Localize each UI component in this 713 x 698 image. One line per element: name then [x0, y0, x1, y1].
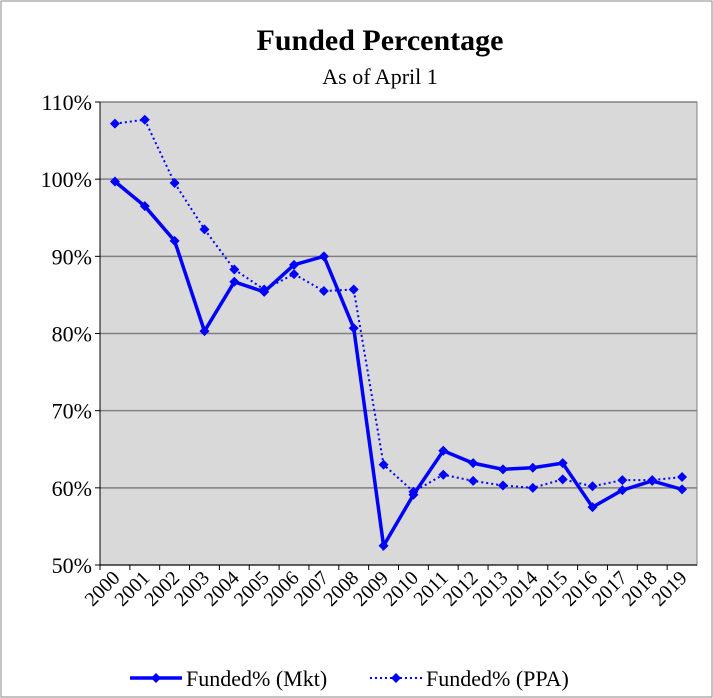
marker — [527, 482, 538, 493]
marker — [497, 464, 508, 475]
marker — [348, 323, 359, 334]
marker — [677, 472, 688, 483]
marker — [438, 445, 449, 456]
chart-title: Funded Percentage — [257, 24, 504, 57]
y-tick-label: 100% — [41, 167, 92, 192]
marker — [468, 475, 479, 486]
marker — [557, 458, 568, 469]
chart-subtitle: As of April 1 — [322, 64, 438, 89]
marker — [139, 114, 150, 125]
marker — [391, 673, 401, 683]
series-line — [113, 180, 683, 551]
marker — [229, 264, 240, 275]
marker — [557, 474, 568, 485]
marker — [617, 475, 628, 486]
marker — [259, 284, 270, 295]
marker — [527, 462, 538, 473]
marker — [348, 284, 359, 295]
marker — [378, 540, 389, 551]
legend-label: Funded% (PPA) — [426, 666, 569, 691]
marker — [199, 224, 210, 235]
marker — [497, 480, 508, 491]
y-tick-label: 60% — [52, 476, 92, 501]
marker — [139, 201, 150, 212]
marker — [229, 276, 240, 287]
marker — [109, 118, 120, 129]
marker — [647, 475, 658, 486]
marker — [169, 178, 180, 189]
marker — [151, 673, 161, 683]
marker — [109, 176, 120, 187]
marker — [438, 469, 449, 480]
marker — [468, 458, 479, 469]
marker — [378, 459, 389, 470]
y-tick-label: 110% — [41, 90, 92, 115]
marker — [289, 269, 300, 280]
series-line — [114, 118, 683, 493]
marker — [587, 502, 598, 513]
y-tick-label: 50% — [52, 553, 92, 578]
y-tick-label: 80% — [52, 322, 92, 347]
marker — [318, 251, 329, 262]
marker — [617, 485, 628, 496]
marker — [199, 326, 210, 337]
marker — [318, 286, 329, 297]
marker — [169, 235, 180, 246]
marker — [677, 484, 688, 495]
marker — [408, 486, 419, 497]
marker — [289, 259, 300, 270]
legend-label: Funded% (Mkt) — [186, 666, 327, 691]
y-tick-label: 70% — [52, 399, 92, 424]
y-tick-label: 90% — [52, 244, 92, 269]
marker — [587, 481, 598, 492]
